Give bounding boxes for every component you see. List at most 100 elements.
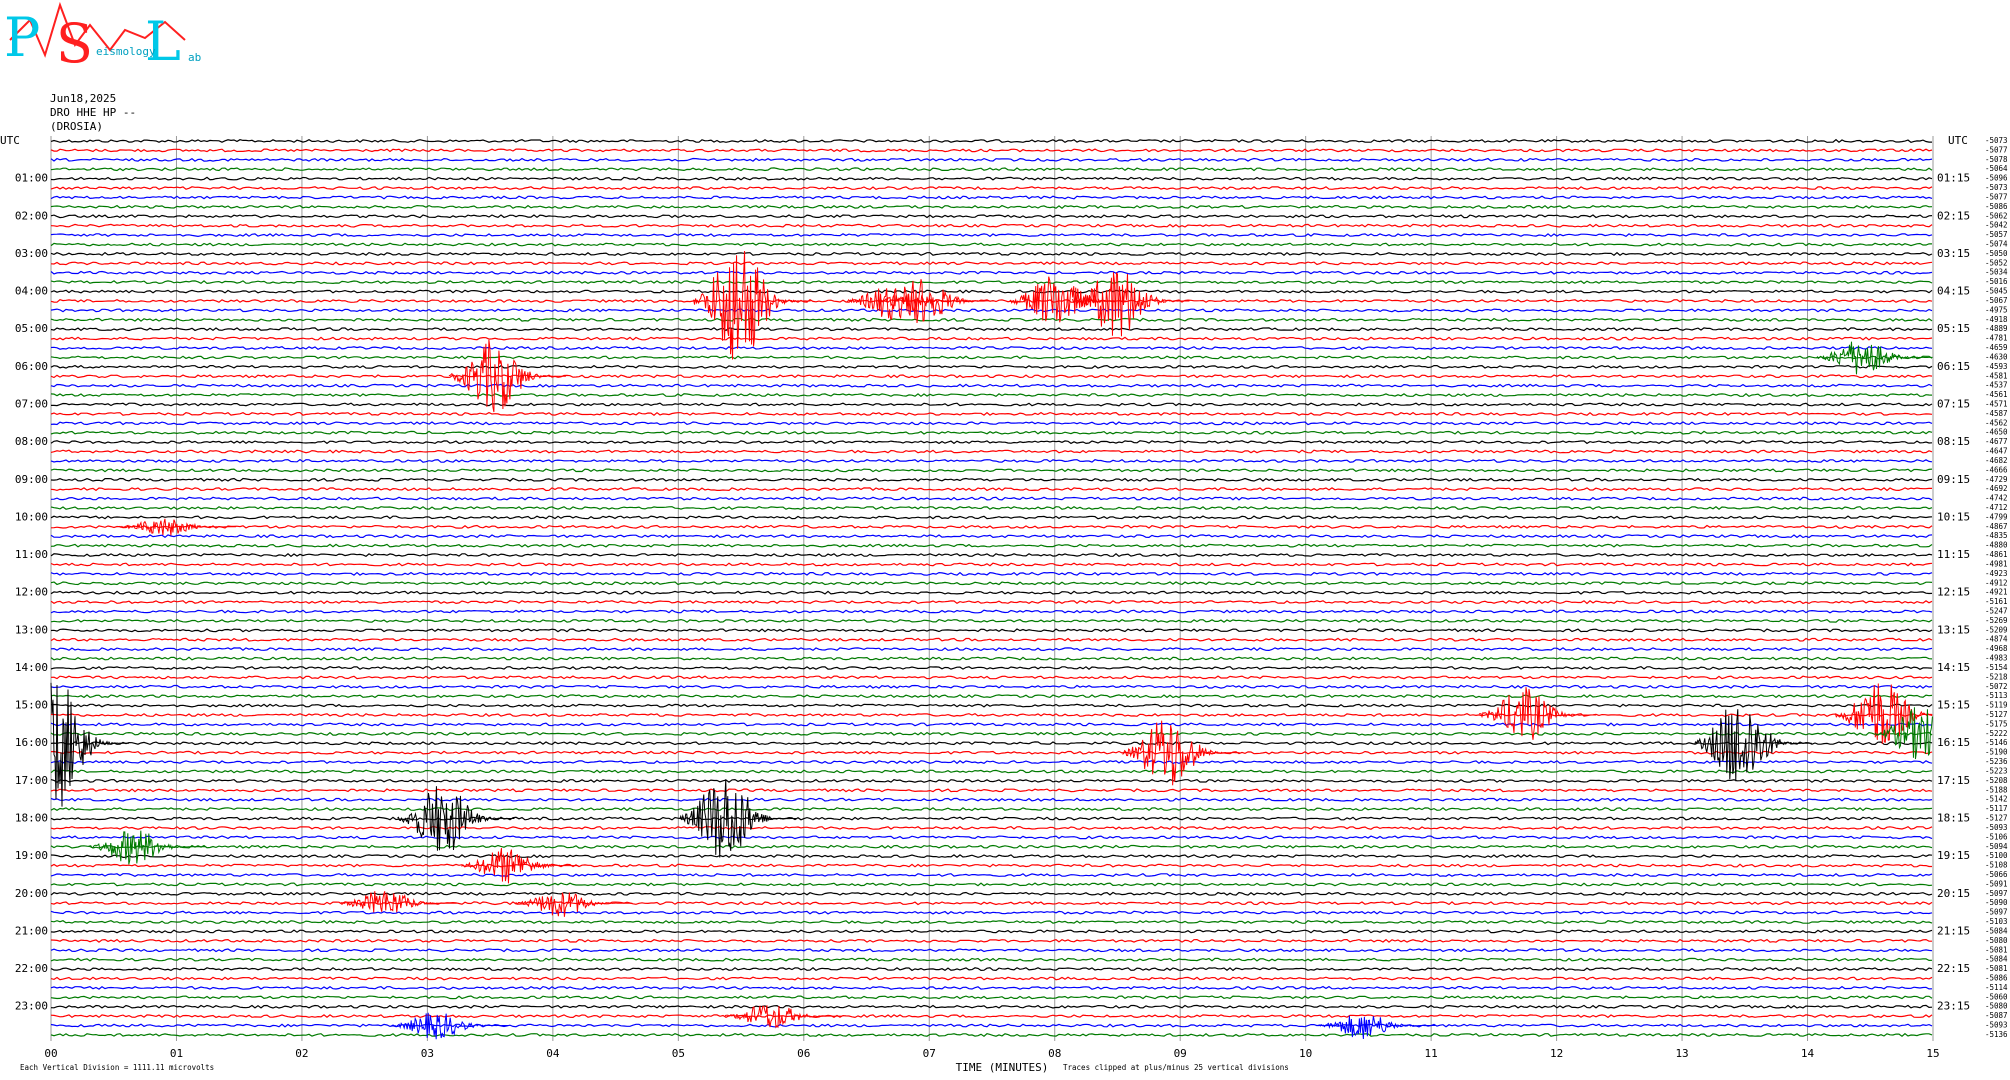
trace: [50, 157, 1933, 162]
hour-label: 08:15: [1937, 435, 1970, 448]
trace: [50, 571, 1933, 576]
trace: [50, 656, 1933, 661]
trace: [50, 788, 1933, 793]
trace-offset: -5050: [1985, 249, 2008, 258]
hour-label: 15:00: [15, 699, 48, 712]
trace-offset: -5066: [1985, 870, 2008, 879]
trace-offset: -5060: [1985, 992, 2008, 1001]
hour-label: 04:15: [1937, 285, 1970, 298]
trace-offset: -4918: [1985, 315, 2008, 324]
trace-offset: -5016: [1985, 277, 2008, 286]
trace-offset: -5084: [1985, 955, 2008, 964]
trace-offset: -4874: [1985, 635, 2008, 644]
event-burst: [1834, 683, 1933, 744]
trace-offset: -4867: [1985, 522, 2008, 531]
hour-label: 16:00: [15, 736, 48, 749]
trace-offset: -5106: [1985, 832, 2008, 841]
date: Jun18,2025: [50, 92, 116, 105]
trace-offset: -4647: [1985, 447, 2008, 456]
hour-label: 05:15: [1937, 322, 1970, 335]
trace: [50, 487, 1932, 492]
trace-offset: -4923: [1985, 569, 2008, 578]
trace: [50, 242, 1933, 247]
trace: [50, 543, 1933, 548]
trace-offset: -5222: [1985, 729, 2008, 738]
x-tick-label: 04: [546, 1047, 560, 1060]
trace: [50, 807, 1933, 812]
event-burst: [693, 250, 811, 360]
event-burst: [1009, 276, 1127, 323]
trace: [50, 600, 1933, 605]
x-tick-label: 09: [1174, 1047, 1187, 1060]
trace-offset: -4587: [1985, 409, 2008, 418]
trace: [50, 675, 1933, 680]
x-tick-label: 10: [1299, 1047, 1312, 1060]
trace: [50, 816, 1933, 821]
hour-label: 05:00: [15, 322, 48, 335]
trace-offset: -5052: [1985, 258, 2008, 267]
trace: [50, 741, 1933, 746]
logo-letter: L: [145, 10, 181, 73]
trace: [50, 938, 1933, 943]
trace: [50, 872, 1933, 877]
trace: [50, 280, 1933, 285]
hour-label: 14:00: [15, 661, 48, 674]
event-burst: [1478, 687, 1596, 740]
trace: [50, 374, 1933, 379]
trace: [50, 929, 1933, 934]
trace: [50, 825, 1933, 830]
station: (DROSIA): [50, 120, 103, 133]
trace-offset: -5067: [1985, 296, 2008, 305]
scale-note: Each Vertical Division = 1111.11 microvo…: [20, 1063, 214, 1072]
trace-offset: -5096: [1985, 174, 2008, 183]
logo-letter: P: [4, 6, 40, 69]
event-burst: [390, 1012, 509, 1040]
trace-offset: -5081: [1985, 945, 2008, 954]
trace-offset: -4912: [1985, 578, 2008, 587]
event-burst: [1318, 1015, 1436, 1040]
trace: [50, 1023, 1933, 1028]
trace: [50, 430, 1933, 435]
trace-offset: -5080: [1985, 936, 2008, 945]
trace-offset: -5127: [1985, 710, 2008, 719]
trace: [50, 647, 1933, 652]
x-tick-label: 03: [421, 1047, 434, 1060]
event-burst: [448, 339, 566, 413]
trace: [50, 684, 1933, 689]
event-burst: [339, 891, 457, 913]
event-burst: [877, 279, 995, 324]
trace: [50, 797, 1933, 802]
x-tick-label: 01: [170, 1047, 183, 1060]
event-burst: [1816, 341, 1933, 375]
trace: [50, 628, 1933, 633]
trace-offset: -4729: [1985, 475, 2008, 484]
hour-label: 07:00: [15, 397, 48, 410]
trace-offset: -4537: [1985, 381, 2008, 390]
clip-note: Traces clipped at plus/minus 25 vertical…: [1063, 1063, 1289, 1072]
trace-offset: -5100: [1985, 851, 2008, 860]
trace: [50, 590, 1933, 595]
hour-label: 22:00: [15, 962, 48, 975]
trace: [50, 910, 1933, 915]
trace: [50, 1032, 1933, 1037]
trace-offset: -5042: [1985, 221, 2008, 230]
trace: [50, 844, 1933, 849]
trace-offset: -5136: [1985, 1030, 2008, 1039]
trace: [50, 261, 1933, 266]
trace-offset: -5097: [1985, 908, 2008, 917]
trace: [50, 524, 1933, 529]
hour-label: 07:15: [1937, 397, 1970, 410]
trace: [50, 449, 1933, 454]
x-tick-label: 12: [1550, 1047, 1563, 1060]
trace: [50, 138, 1932, 144]
x-tick-label: 02: [295, 1047, 308, 1060]
trace: [50, 317, 1933, 322]
trace-offset: -5108: [1985, 861, 2008, 870]
hour-label: 13:15: [1937, 623, 1970, 636]
trace: [50, 750, 1933, 755]
trace: [50, 458, 1933, 463]
x-tick-label: 07: [923, 1047, 936, 1060]
trace: [50, 167, 1933, 172]
trace: [50, 967, 1933, 972]
